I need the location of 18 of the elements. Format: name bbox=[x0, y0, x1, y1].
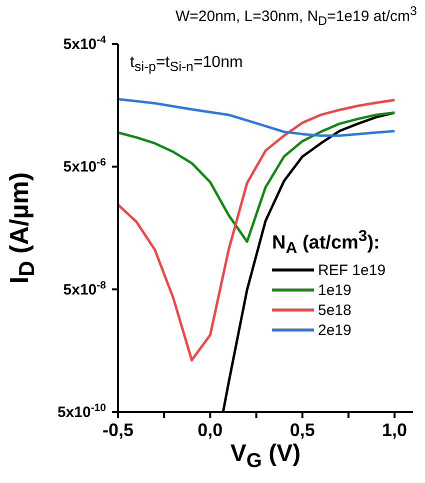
annotation: t$_{si-p}$=t$_{Si-n}$=10nm bbox=[130, 54, 243, 74]
legend-label: 5e18 bbox=[318, 302, 352, 319]
legend-label: 2e19 bbox=[318, 322, 352, 339]
x-axis-title: V$_{G}$ (V) bbox=[229, 440, 302, 473]
x-tick-label: 1,0 bbox=[382, 420, 408, 440]
x-tick-label: -0,5 bbox=[102, 420, 134, 440]
legend-title: N$_{A}$ (at/cm$^{3}$): bbox=[272, 228, 381, 258]
x-tick-label: 0,5 bbox=[290, 420, 315, 440]
y-tick-label: 5x10$^{-6}$ bbox=[63, 156, 106, 176]
line-series bbox=[118, 98, 396, 137]
chart-title: W=20nm, L=30nm, N$_{D}$=1e19 at/cm$^{3}$ bbox=[174, 4, 417, 28]
legend-label: REF 1e19 bbox=[318, 262, 386, 279]
y-tick-label: 5x10$^{-4}$ bbox=[63, 34, 106, 53]
y-tick-label: 5x10$^{-10}$ bbox=[57, 402, 106, 421]
x-tick-label: 0,0 bbox=[198, 420, 223, 440]
y-tick-label: 5x10$^{-8}$ bbox=[63, 279, 106, 298]
line-series bbox=[118, 98, 396, 362]
legend-label: 1e19 bbox=[318, 282, 352, 299]
